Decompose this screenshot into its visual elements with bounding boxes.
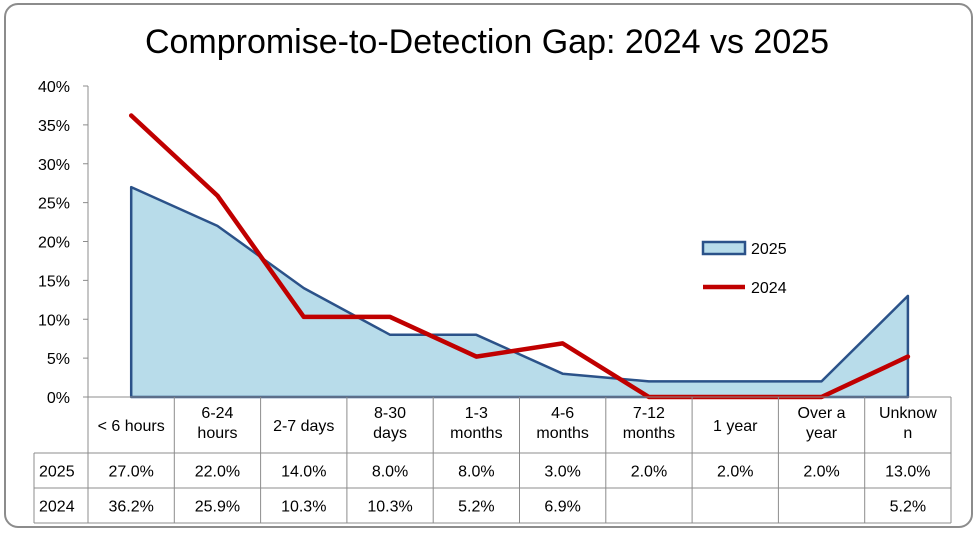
table-cell-2025: 2.0% (631, 464, 667, 481)
y-tick-label: 10% (38, 312, 70, 329)
table-cell-2024: 5.2% (890, 499, 926, 516)
table-cell-2025: 8.0% (372, 464, 408, 481)
x-category-label: 4-6 months (536, 405, 588, 442)
legend: 2025 2024 (701, 240, 787, 297)
y-tick-label: 5% (47, 351, 70, 368)
table-cell-2025: 8.0% (458, 464, 494, 481)
x-category-label: 7-12 months (623, 405, 675, 442)
table-cell-2025: 2.0% (803, 464, 839, 481)
table-cell-2024: 5.2% (458, 499, 494, 516)
x-category-label: Unknow n (879, 405, 937, 442)
y-tick-label: 25% (38, 196, 70, 213)
table-cell-2025: 2.0% (717, 464, 753, 481)
legend-swatch-2025 (701, 240, 747, 256)
x-category-label: 6-24 hours (197, 405, 237, 442)
x-category-label: 1-3 months (450, 405, 502, 442)
data-table: < 6 hours 6-24 hours 2-7 days 8-30 days 1-3 mon… (33, 396, 952, 524)
legend-label-2025: 2025 (751, 241, 787, 258)
table-cell-2025: 27.0% (108, 464, 153, 481)
y-axis: 0% 5% 10% 15% 20% 25% 30% 35% 40% (38, 79, 89, 407)
y-tick-label: 20% (38, 235, 70, 252)
table-cell-2024: 10.3% (367, 499, 412, 516)
table-cell-2025: 3.0% (544, 464, 580, 481)
chart-title: Compromise-to-Detection Gap: 2024 vs 202… (145, 23, 829, 61)
table-cell-2025: 14.0% (281, 464, 326, 481)
y-tick-label: 15% (38, 273, 70, 290)
x-category-label: Over a year (798, 405, 846, 442)
y-tick-label: 40% (38, 79, 70, 96)
x-category-label: 8-30 days (373, 405, 407, 442)
x-category-label: 1 year (713, 418, 758, 435)
table-cell-2025: 22.0% (195, 464, 240, 481)
y-tick-label: 35% (38, 118, 70, 135)
table-cell-2024: 10.3% (281, 499, 326, 516)
x-category-label: 2-7 days (273, 418, 334, 435)
table-row-label-2025: 2025 (39, 464, 75, 481)
y-tick-label: 30% (38, 157, 70, 174)
table-row-label-2024: 2024 (39, 499, 75, 516)
x-category-label: < 6 hours (98, 418, 165, 435)
series-2025-area (129, 185, 910, 399)
table-cell-2024: 25.9% (195, 499, 240, 516)
table-cell-2025: 13.0% (885, 464, 930, 481)
table-cell-2024: 36.2% (108, 499, 153, 516)
plot-area (128, 113, 911, 400)
y-tick-label: 0% (47, 390, 70, 407)
table-cell-2024: 6.9% (544, 499, 580, 516)
legend-label-2024: 2024 (751, 280, 787, 297)
